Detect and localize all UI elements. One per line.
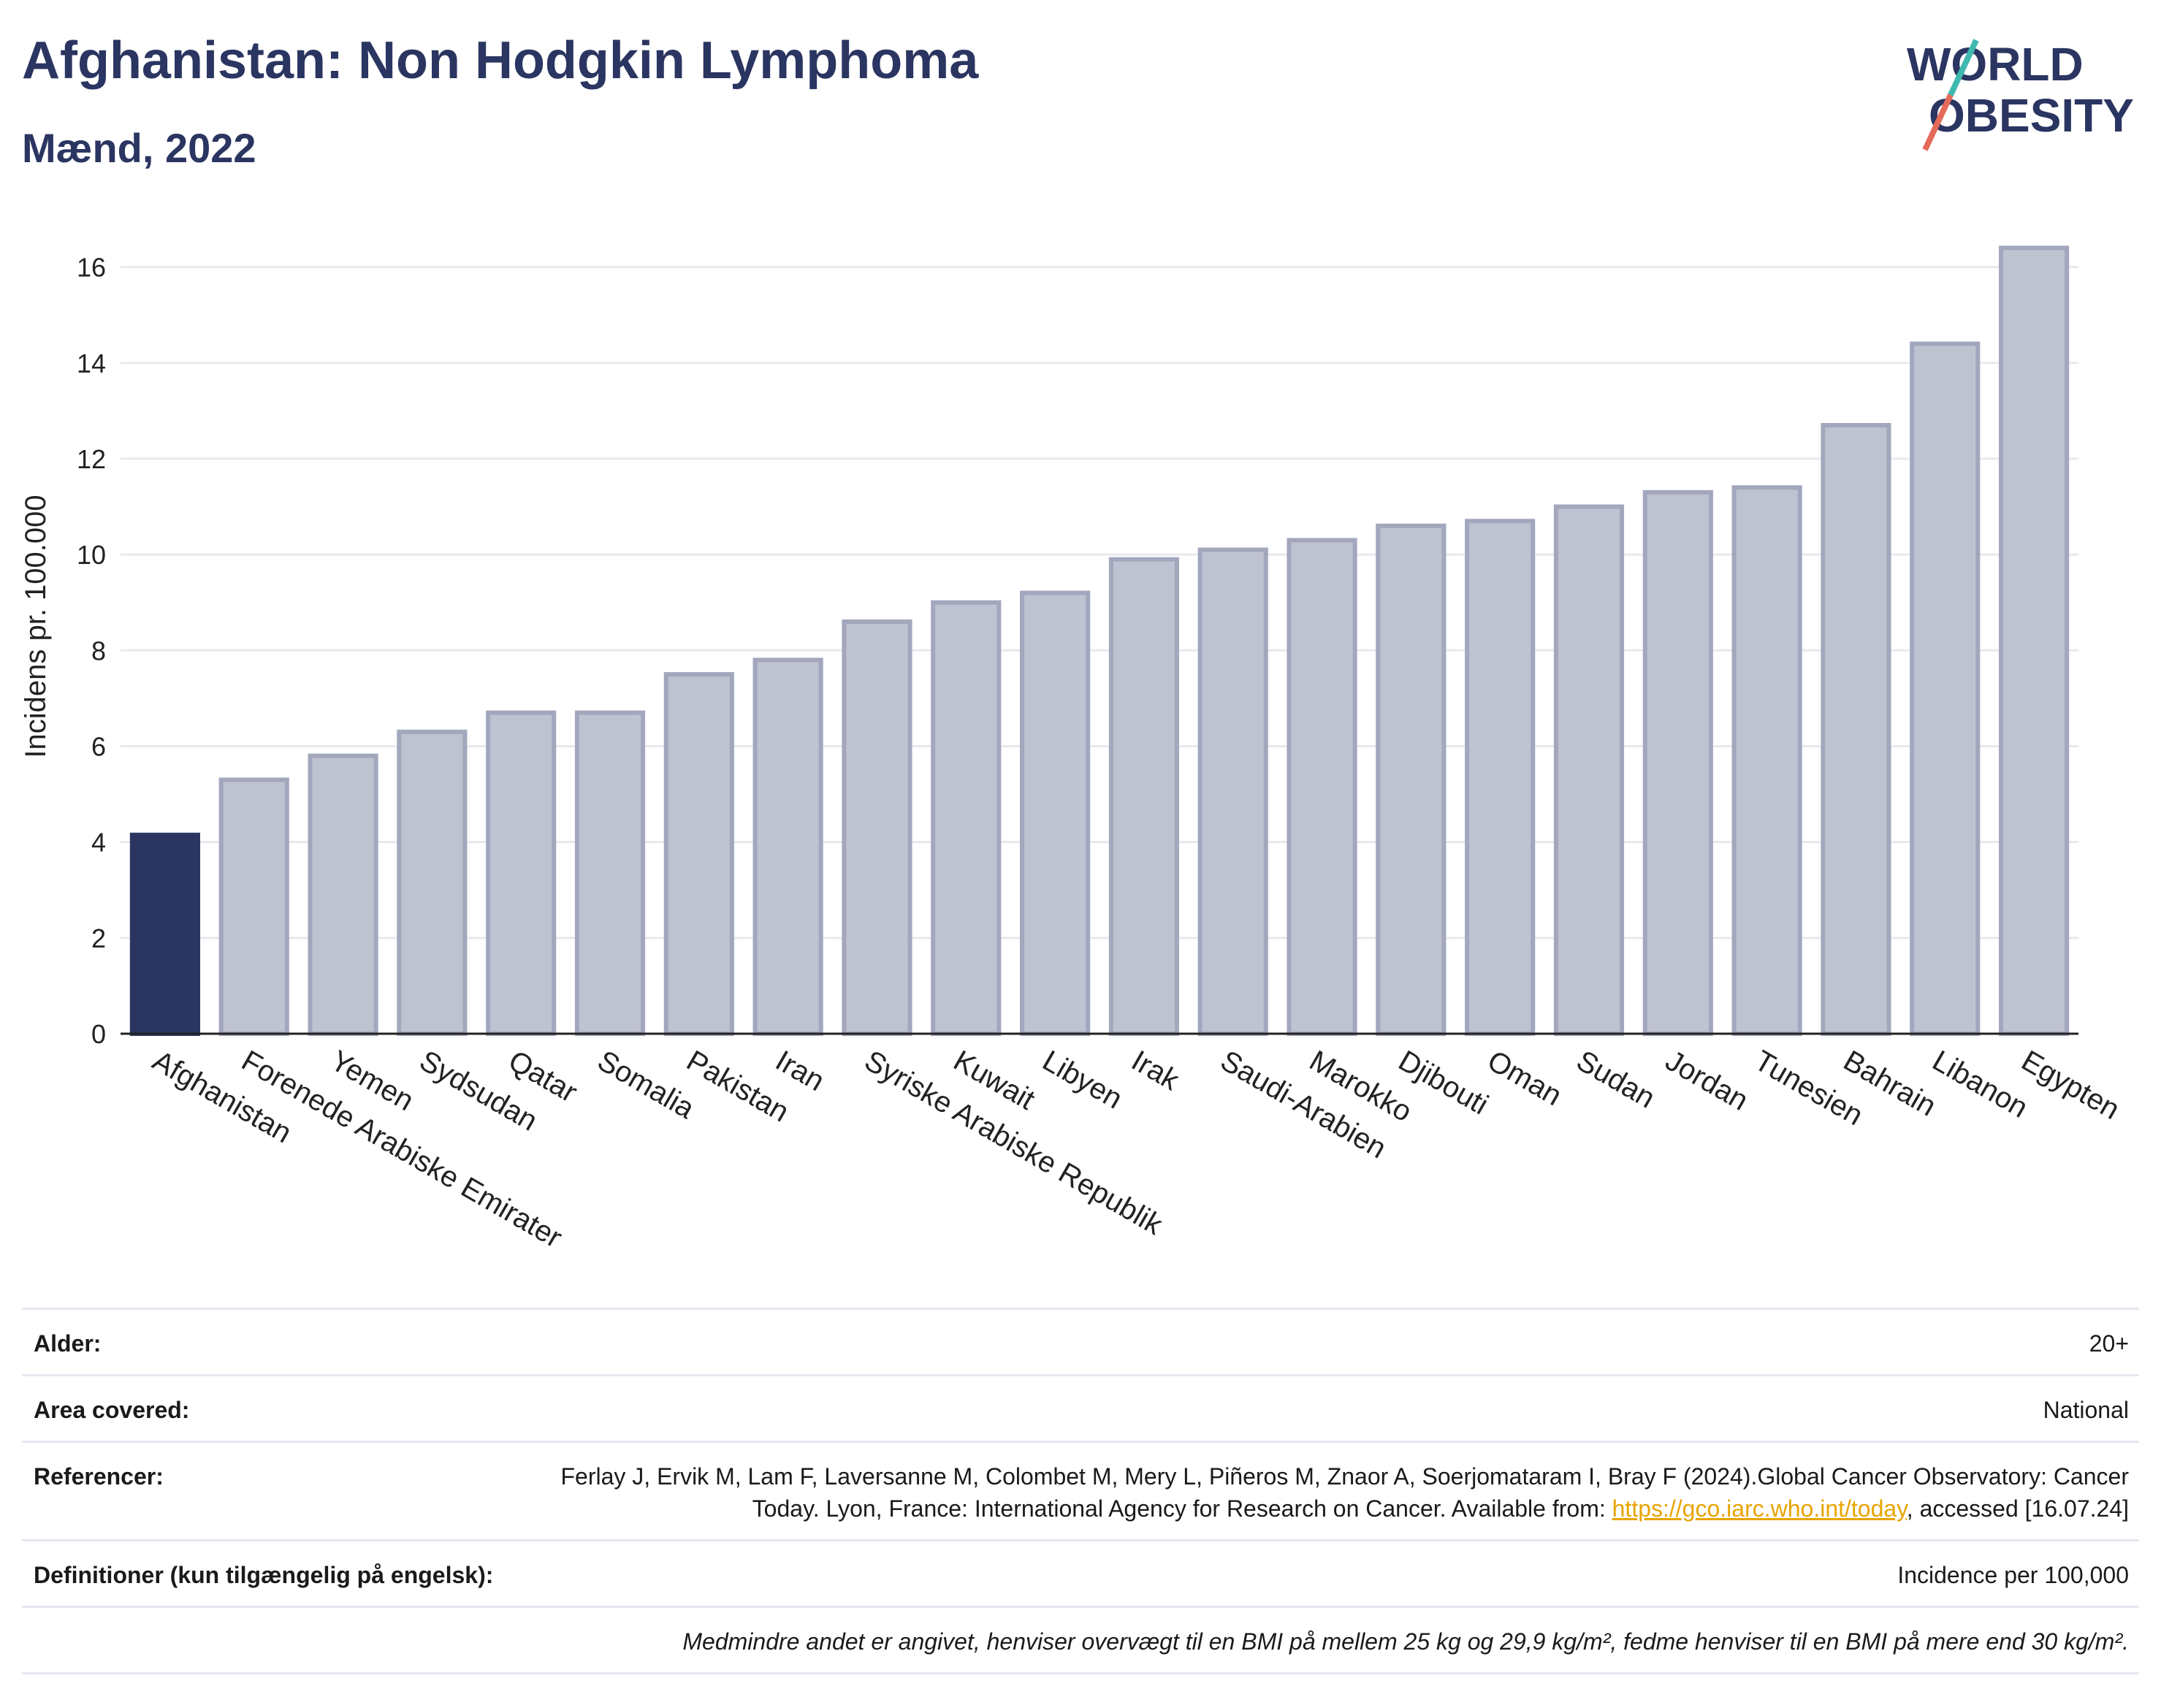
y-tick-labels: 0 2 4 6 8 10 12 14 16 (77, 253, 106, 1049)
age-value: 20+ (2089, 1330, 2129, 1357)
bar (1465, 519, 1536, 1036)
age-label: Alder: (34, 1330, 102, 1357)
bar (1821, 423, 1891, 1036)
x-tick-label: Libanon (1927, 1045, 2033, 1124)
x-tick-label: Pakistan (681, 1045, 794, 1129)
note-row: Medmindre andet er angivet, henviser ove… (22, 1606, 2139, 1674)
bar (574, 710, 646, 1036)
x-tick-label: Somalia (592, 1045, 701, 1126)
bar (397, 729, 468, 1036)
x-tick-label: Sudan (1571, 1045, 1661, 1115)
logo-line1: WORLD (1907, 38, 2084, 91)
bar (1020, 590, 1091, 1036)
y-tick-label: 16 (77, 253, 106, 283)
logo-teal-stroke (1948, 39, 1979, 96)
y-tick-label: 10 (77, 540, 106, 570)
chart-title: Afghanistan: Non Hodgkin Lymphoma (22, 31, 979, 90)
definition-value: Incidence per 100,000 (1897, 1562, 2129, 1588)
reference-row: Referencer: Ferlay J, Ervik M, Lam F, La… (22, 1441, 2139, 1539)
reference-link[interactable]: https://gco.iarc.who.int/today (1612, 1495, 1907, 1522)
chart-subtitle: Mænd, 2022 (22, 125, 256, 171)
bar (1642, 489, 1713, 1036)
bar (1197, 547, 1268, 1036)
age-row: Alder: 20+ (22, 1308, 2139, 1374)
bars (129, 245, 2070, 1037)
y-tick-label: 6 (91, 731, 106, 761)
x-tick-label: Jordan (1660, 1045, 1753, 1117)
x-tick-label: Iran (770, 1045, 830, 1098)
area-label: Area covered: (34, 1397, 190, 1423)
footnote: Medmindre andet er angivet, henviser ove… (682, 1628, 2129, 1655)
bar (1553, 504, 1625, 1036)
bar (931, 600, 1002, 1036)
bar (752, 657, 823, 1036)
x-tick-label: Irak (1126, 1045, 1185, 1097)
reference-body: Ferlay J, Ervik M, Lam F, Laversanne M, … (560, 1463, 2129, 1522)
x-tick-label: Oman (1482, 1045, 1567, 1113)
bar (1731, 485, 1802, 1036)
logo-line2: OBESITY (1929, 89, 2134, 142)
y-tick-label: 0 (91, 1019, 106, 1049)
definition-label: Definitioner (kun tilgængelig på engelsk… (34, 1562, 494, 1588)
bar (1910, 341, 1981, 1036)
y-tick-label: 14 (77, 348, 106, 378)
x-tick-label: Egypten (2016, 1045, 2125, 1126)
area-value: National (2043, 1397, 2129, 1423)
bar (1376, 523, 1447, 1036)
bar (308, 753, 378, 1037)
y-tick-label: 12 (77, 444, 106, 474)
definition-row: Definitioner (kun tilgængelig på engelsk… (22, 1539, 2139, 1606)
bar (663, 672, 734, 1037)
bar (486, 710, 557, 1036)
bar (218, 777, 289, 1036)
logo-red-stroke (1922, 94, 1954, 151)
y-tick-label: 4 (91, 828, 106, 858)
bar (842, 619, 912, 1036)
y-axis-label: Incidens pr. 100.000 (20, 495, 52, 758)
bar (1108, 557, 1179, 1036)
reference-label: Referencer: (34, 1463, 164, 1490)
reference-tail: , accessed [16.07.24] (1906, 1495, 2129, 1522)
area-row: Area covered: National (22, 1374, 2139, 1441)
reference-text: Ferlay J, Ervik M, Lam F, Laversanne M, … (558, 1460, 2129, 1525)
y-tick-label: 8 (91, 636, 106, 666)
bar (1999, 245, 2070, 1037)
bar (129, 832, 200, 1036)
bar (1287, 538, 1357, 1036)
x-tick-label: Libyen (1037, 1045, 1128, 1116)
y-tick-label: 2 (91, 923, 106, 953)
world-obesity-logo: WORLD OBESITY (1907, 38, 2134, 151)
info-table: Alder: 20+ Area covered: National Refere… (22, 1308, 2139, 1674)
